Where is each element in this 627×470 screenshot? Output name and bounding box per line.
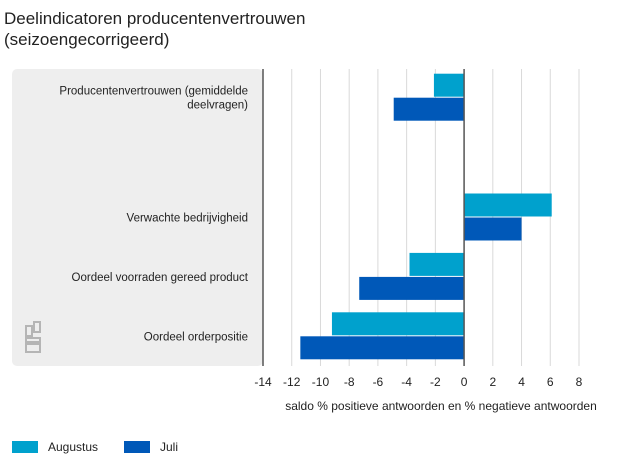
- x-tick-label: 0: [461, 375, 468, 389]
- category-label: deelvragen): [187, 100, 248, 112]
- x-tick-label: -4: [401, 375, 412, 389]
- legend-item-augustus: Augustus: [12, 440, 98, 454]
- x-tick-label: -12: [283, 375, 301, 389]
- title-line-1: Deelindicatoren producentenvertrouwen: [4, 9, 306, 28]
- legend-swatch-juli: [124, 441, 150, 453]
- chart-title: Deelindicatoren producentenvertrouwen (s…: [4, 8, 305, 50]
- bar-juli: [464, 217, 522, 241]
- bar-augustus: [331, 312, 465, 336]
- title-line-2: (seizoengecorrigeerd): [4, 30, 170, 49]
- bar-juli: [393, 97, 465, 121]
- x-axis-label: saldo % positieve antwoorden en % negati…: [285, 399, 597, 413]
- x-tick-label: 6: [547, 375, 554, 389]
- x-tick-label: -10: [312, 375, 330, 389]
- legend-label-juli: Juli: [160, 440, 179, 454]
- category-label: Oordeel voorraden gereed product: [72, 272, 249, 284]
- x-tick-label: -14: [254, 375, 272, 389]
- bar-augustus: [433, 73, 465, 97]
- bar-juli: [359, 276, 465, 300]
- bar-augustus: [464, 193, 552, 217]
- x-tick-label: 4: [518, 375, 525, 389]
- x-tick-label: 2: [489, 375, 496, 389]
- x-tick-label: -8: [344, 375, 355, 389]
- legend-label-augustus: Augustus: [48, 440, 99, 454]
- category-panel: [12, 69, 263, 366]
- x-tick-label: -2: [430, 375, 441, 389]
- category-label: Producentenvertrouwen (gemiddelde: [59, 86, 248, 98]
- legend-item-juli: Juli: [124, 440, 178, 454]
- bar-augustus: [409, 252, 465, 276]
- x-tick-label: 8: [576, 375, 583, 389]
- cbs-logo: [25, 321, 41, 353]
- legend-swatch-augustus: [12, 441, 38, 453]
- category-label: Oordeel orderpositie: [144, 331, 248, 343]
- x-tick-label: -6: [373, 375, 384, 389]
- bar-juli: [300, 336, 465, 360]
- category-label: Verwachte bedrijvigheid: [127, 213, 248, 225]
